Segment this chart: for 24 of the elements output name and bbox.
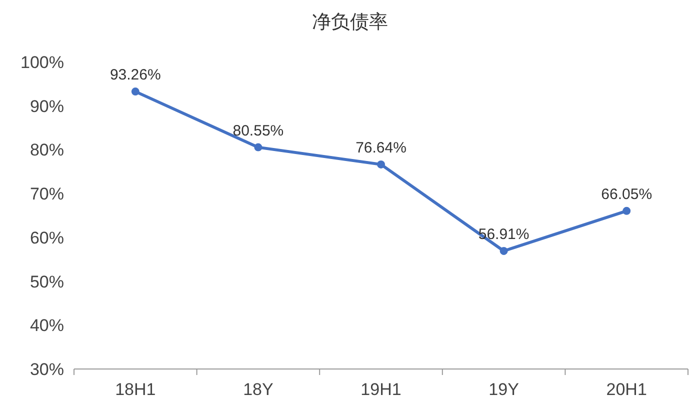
chart-title: 净负债率 xyxy=(312,11,388,33)
y-tick-label: 40% xyxy=(30,316,64,336)
point xyxy=(500,246,508,255)
point xyxy=(254,143,262,152)
y-tick-label: 30% xyxy=(30,360,64,379)
data-label: 56.91% xyxy=(478,226,530,243)
y-tick-label: 60% xyxy=(30,228,64,248)
y-tick-label: 70% xyxy=(30,184,64,204)
y-tick-label: 100% xyxy=(20,53,64,72)
point xyxy=(622,206,631,215)
x-tick-label: 20H1 xyxy=(606,380,647,399)
x-tick-label: 19H1 xyxy=(360,380,402,399)
x-tick-label: 18H1 xyxy=(115,380,156,399)
data-label: 66.05% xyxy=(601,186,652,203)
y-tick-label: 50% xyxy=(30,272,64,292)
data-label: 76.64% xyxy=(356,139,406,156)
x-tick-label: 18Y xyxy=(243,380,274,399)
point xyxy=(131,88,140,96)
y-tick-label: 90% xyxy=(30,96,64,116)
point xyxy=(377,160,385,168)
data-label: 93.26% xyxy=(110,66,161,84)
y-tick-label: 80% xyxy=(30,140,64,160)
data-label: 80.55% xyxy=(232,122,284,140)
x-tick-label: 19Y xyxy=(488,380,519,399)
